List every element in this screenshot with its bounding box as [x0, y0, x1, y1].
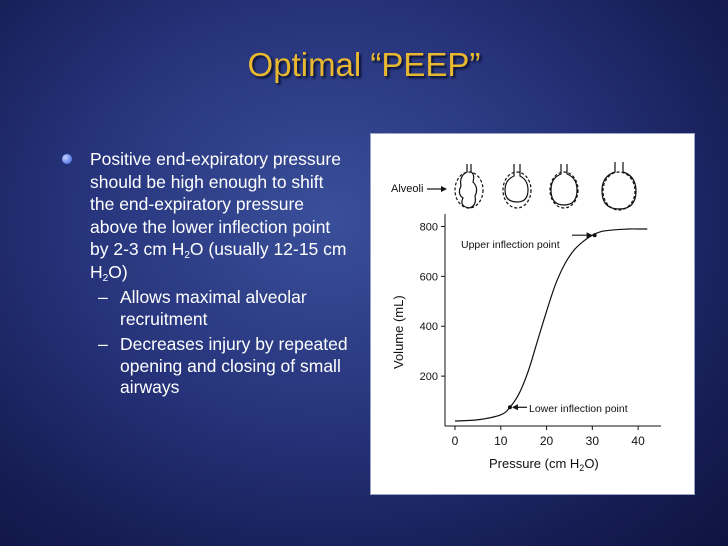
- slide-title: Optimal “PEEP”: [247, 46, 481, 83]
- upper-inflection-label: Upper inflection point: [461, 239, 560, 251]
- x-ticks: 0 10 20 30 40: [452, 426, 645, 448]
- sub-bullet-2: – Decreases injury by repeated opening a…: [62, 334, 352, 399]
- y-tick-label: 200: [420, 371, 438, 383]
- subscript-2b: 2: [102, 272, 109, 284]
- subscript-2: 2: [184, 250, 190, 261]
- main-bullet-text-1: Positive end-expiratory pressure should …: [90, 149, 341, 259]
- x-axis-label: Pressure (cm H2O): [489, 456, 599, 473]
- sub-bullet-text: Decreases injury by repeated opening and…: [120, 334, 348, 397]
- dash-icon: –: [98, 287, 108, 307]
- main-bullet-text-2: O (usually 12-15 cm H: [90, 239, 347, 282]
- x-tick-label: 30: [586, 434, 600, 448]
- alveolus-large-icon: [601, 162, 637, 211]
- y-ticks: 200 400 600 800: [420, 221, 445, 383]
- upper-inflection-point: [592, 233, 597, 238]
- alveoli-illustration: [454, 162, 637, 211]
- chart-panel: Alveoli 200 400 600 800 0 10 20 30 40 Volume (m…: [370, 133, 695, 495]
- y-tick-label: 600: [420, 271, 438, 283]
- pressure-volume-curve: [454, 228, 648, 422]
- x-tick-label: 10: [494, 434, 508, 448]
- y-tick-label: 800: [420, 221, 438, 233]
- lower-inflection-point: [507, 405, 512, 410]
- pressure-volume-chart: Alveoli 200 400 600 800 0 10 20 30 40 Volume (m…: [391, 162, 661, 473]
- lower-inflection-arrow-icon: [511, 404, 527, 411]
- bullet-dot-icon: [62, 154, 72, 164]
- x-axis-label-text: Pressure (cm H: [489, 456, 579, 471]
- x-tick-label: 40: [631, 434, 645, 448]
- sub-bullet-text: Allows maximal alveolar recruitment: [120, 287, 307, 329]
- y-tick-label: 400: [420, 321, 438, 333]
- x-tick-label: 0: [452, 434, 459, 448]
- alveoli-arrow-icon: [427, 186, 447, 192]
- bullet-list: Positive end-expiratory pressure should …: [62, 148, 352, 399]
- x-axis-label-sub: 2: [579, 463, 584, 473]
- lower-inflection-label: Lower inflection point: [529, 403, 628, 415]
- y-axis-label: Volume (mL): [391, 295, 406, 369]
- alveolus-medium-icon: [549, 164, 579, 209]
- upper-inflection-arrow-icon: [572, 232, 593, 239]
- alveolus-small-icon: [502, 164, 532, 209]
- x-axis-label-end: O): [584, 456, 598, 471]
- main-bullet-text-3: O): [108, 261, 128, 282]
- alveolus-collapsed-icon: [454, 164, 484, 209]
- x-tick-label: 20: [540, 434, 554, 448]
- dash-icon: –: [98, 334, 108, 354]
- alveoli-label: Alveoli: [391, 183, 423, 195]
- sub-bullet-1: – Allows maximal alveolar recruitment: [62, 287, 352, 330]
- main-bullet: Positive end-expiratory pressure should …: [62, 148, 352, 283]
